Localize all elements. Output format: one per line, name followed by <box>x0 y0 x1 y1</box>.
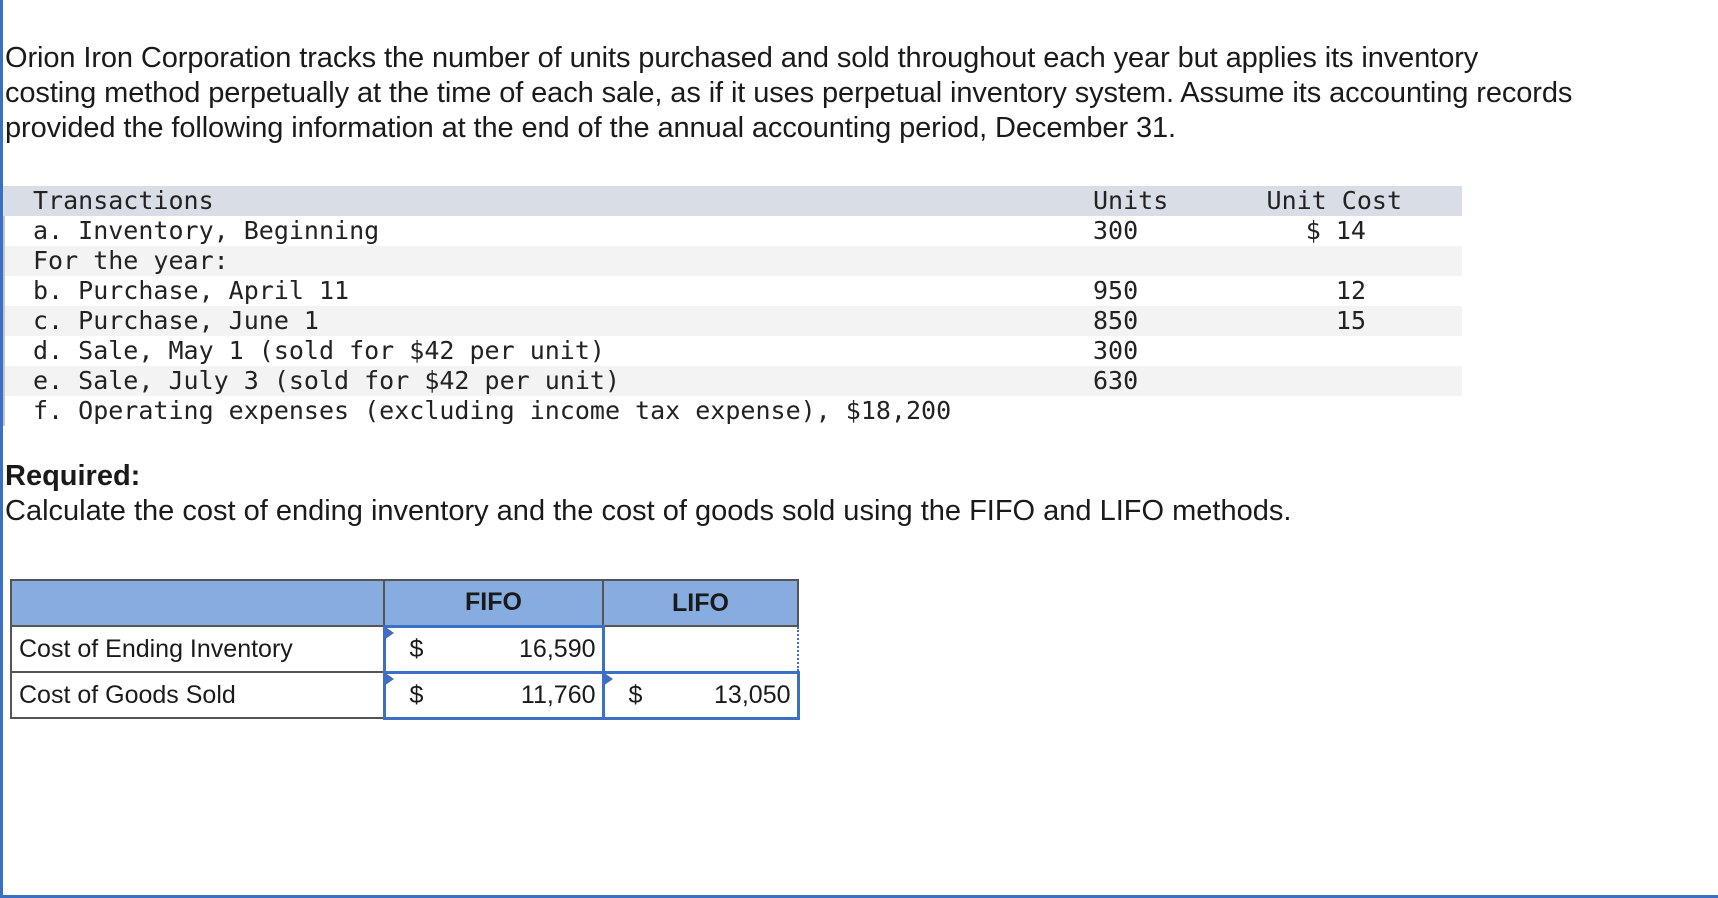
fifo-ending-inventory-value: 16,590 <box>519 634 596 663</box>
fifo-cogs-input[interactable]: $ 11,760 <box>382 670 605 720</box>
transaction-row: b. Purchase, April 11 950 12 <box>3 276 1462 306</box>
answer-table: FIFO LIFO Cost of Ending Inventory $ 16,… <box>10 579 800 720</box>
transaction-row: d. Sale, May 1 (sold for $42 per unit) 3… <box>3 336 1462 366</box>
required-title: Required: <box>5 460 141 492</box>
transaction-units: 630 <box>1093 366 1139 395</box>
required-text: Calculate the cost of ending inventory a… <box>5 495 1292 527</box>
transaction-row: c. Purchase, June 1 850 15 <box>3 306 1462 336</box>
answer-row-cogs: Cost of Goods Sold $ 11,760 $ 13,050 <box>10 670 800 720</box>
answer-header-lifo: LIFO <box>602 579 799 627</box>
row-label: Cost of Goods Sold <box>10 671 385 719</box>
lifo-cogs-value: 13,050 <box>714 680 791 709</box>
transaction-unit-cost: $ 14 <box>1305 216 1366 245</box>
currency-symbol: $ <box>409 634 424 663</box>
answer-header-fifo: FIFO <box>383 579 604 627</box>
intro-line-1: Orion Iron Corporation tracks the number… <box>5 42 1479 74</box>
row-label: Cost of Ending Inventory <box>10 625 385 673</box>
transaction-desc: c. Purchase, June 1 <box>33 306 319 335</box>
transaction-desc: For the year: <box>33 246 229 275</box>
transaction-units: 300 <box>1093 336 1139 365</box>
transaction-units: 300 <box>1093 216 1139 245</box>
transaction-desc: b. Purchase, April 11 <box>33 276 350 305</box>
fifo-ending-inventory-input[interactable]: $ 16,590 <box>382 624 605 674</box>
intro-line-3: provided the following information at th… <box>5 112 1176 144</box>
transaction-desc: e. Sale, July 3 (sold for $42 per unit) <box>33 366 620 395</box>
transaction-unit-cost: 15 <box>1335 306 1366 335</box>
transaction-units: 950 <box>1093 276 1139 305</box>
transaction-desc: f. Operating expenses (excluding income … <box>33 396 952 425</box>
currency-symbol: $ <box>409 680 424 709</box>
transaction-desc: d. Sale, May 1 (sold for $42 per unit) <box>33 336 605 365</box>
header-transactions: Transactions <box>33 186 214 215</box>
problem-intro: Orion Iron Corporation tracks the number… <box>5 41 1717 146</box>
transaction-row: For the year: <box>3 246 1462 276</box>
currency-symbol: $ <box>628 680 643 709</box>
transaction-units: 850 <box>1093 306 1139 335</box>
transaction-row: e. Sale, July 3 (sold for $42 per unit) … <box>3 366 1462 396</box>
fifo-cogs-value: 11,760 <box>520 680 596 709</box>
lifo-ending-inventory-input[interactable] <box>602 625 799 673</box>
transaction-unit-cost: 12 <box>1335 276 1366 305</box>
transaction-row: f. Operating expenses (excluding income … <box>3 396 1462 426</box>
header-unit-cost: Unit Cost <box>1266 186 1402 215</box>
transaction-desc: a. Inventory, Beginning <box>33 216 380 245</box>
transactions-header-row: Transactions Units Unit Cost <box>3 186 1462 216</box>
answer-row-ending-inventory: Cost of Ending Inventory $ 16,590 <box>10 624 799 674</box>
intro-line-2: costing method perpetually at the time o… <box>5 77 1573 109</box>
header-units: Units <box>1093 186 1169 215</box>
transaction-row: a. Inventory, Beginning 300 $ 14 <box>3 216 1462 246</box>
lifo-cogs-input[interactable]: $ 13,050 <box>601 670 800 720</box>
answer-header-label <box>10 579 385 627</box>
answer-header-row: FIFO LIFO <box>10 579 799 627</box>
transactions-table: Transactions Units Unit Cost a. Inventor… <box>3 186 1462 426</box>
